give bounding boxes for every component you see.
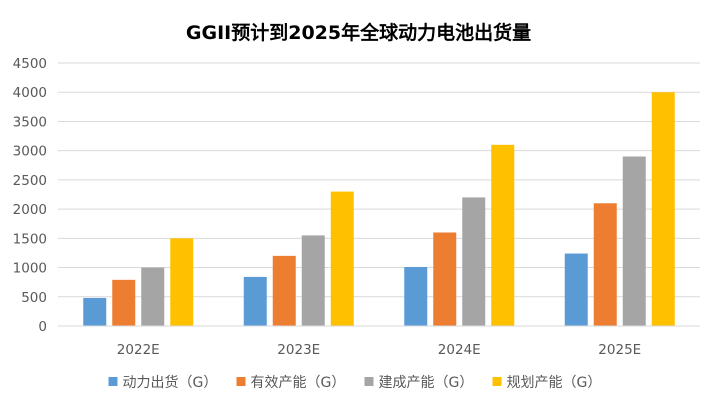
x-tick-label: 2024E xyxy=(438,342,481,358)
bar xyxy=(433,232,457,326)
legend-swatch xyxy=(492,377,502,386)
bar xyxy=(83,297,107,326)
y-tick-label: 3000 xyxy=(13,144,47,160)
bar xyxy=(330,191,354,326)
legend-swatch xyxy=(236,377,246,386)
bar xyxy=(491,144,515,326)
legend-swatch xyxy=(364,377,374,386)
legend-label: 动力出货（G） xyxy=(123,374,218,391)
y-tick-label: 0 xyxy=(38,319,47,335)
bar xyxy=(112,279,136,326)
bar xyxy=(404,266,428,326)
bar xyxy=(141,267,165,326)
legend-label: 规划产能（G） xyxy=(507,375,602,391)
legend-label: 有效产能（G） xyxy=(251,375,346,391)
x-tick-label: 2023E xyxy=(277,342,320,358)
bar xyxy=(622,156,646,326)
x-tick-label: 2022E xyxy=(117,342,160,358)
y-tick-label: 2500 xyxy=(13,173,47,189)
y-tick-label: 3500 xyxy=(13,114,47,130)
chart-title: GGII预计到2025年全球动力电池出货量 xyxy=(185,22,532,44)
bar xyxy=(170,238,194,326)
x-tick-label: 2025E xyxy=(598,342,641,358)
legend-swatch xyxy=(108,377,118,386)
y-tick-label: 2000 xyxy=(13,202,47,218)
bar xyxy=(272,255,296,326)
bar xyxy=(243,276,267,326)
y-tick-label: 4000 xyxy=(13,85,47,101)
y-tick-label: 1000 xyxy=(13,261,47,277)
bar xyxy=(564,253,588,326)
y-tick-label: 500 xyxy=(21,290,47,306)
bar xyxy=(301,235,325,326)
bar xyxy=(651,92,675,326)
y-tick-label: 1500 xyxy=(13,231,47,247)
legend-label: 建成产能（G） xyxy=(379,375,474,391)
bar xyxy=(593,203,617,326)
bar xyxy=(462,197,486,326)
y-tick-label: 4500 xyxy=(13,56,47,72)
